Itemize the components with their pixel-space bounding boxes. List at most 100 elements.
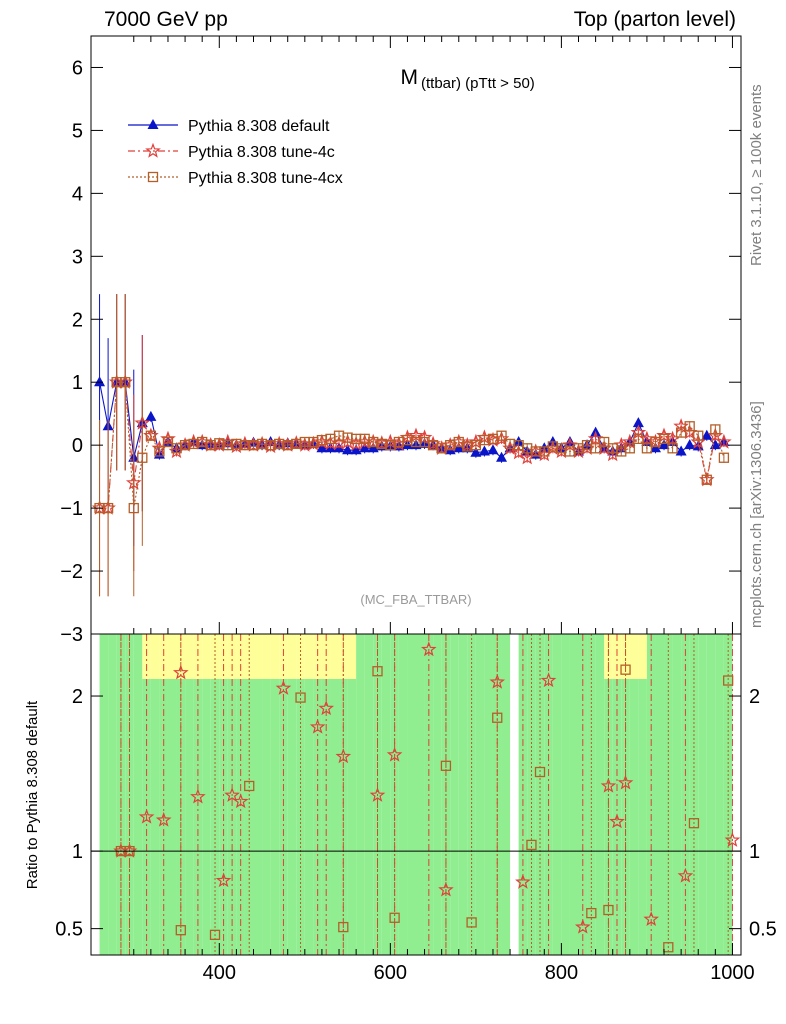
ratio-band-yellow — [296, 634, 305, 679]
ratio-band-green — [501, 634, 511, 955]
ratio-band-yellow — [621, 634, 630, 679]
y-tick-label: −2 — [60, 561, 83, 583]
ratio-point — [215, 872, 232, 888]
data-point — [658, 433, 670, 445]
ratio-band-green — [715, 634, 724, 955]
x-tick-label: 800 — [545, 962, 578, 984]
data-point — [624, 443, 635, 454]
main-series — [91, 294, 732, 597]
ratio-point — [138, 808, 155, 824]
ratio-band-yellow — [150, 634, 160, 679]
ratio-band-green — [561, 634, 570, 955]
legend-marker — [145, 142, 161, 158]
data-point — [632, 417, 644, 428]
header-process-label: Top (parton level) — [573, 8, 736, 31]
data-point — [633, 433, 644, 445]
ratio-point — [489, 673, 506, 689]
ratio-point — [617, 774, 634, 790]
ratio-band-green — [475, 634, 485, 955]
data-point — [487, 444, 499, 455]
header-energy-label: 7000 GeV pp — [104, 8, 228, 31]
ratio-series — [91, 634, 741, 955]
data-point — [162, 436, 174, 448]
ratio-band-green — [244, 679, 254, 955]
data-point — [367, 442, 379, 453]
data-point — [701, 429, 713, 440]
ratio-band-green — [398, 634, 408, 955]
ratio-band-yellow — [330, 634, 340, 679]
ratio-band-yellow — [604, 634, 613, 679]
data-point — [587, 430, 604, 446]
ratio-band-yellow — [612, 634, 622, 679]
ratio-band-green — [150, 679, 160, 955]
data-point — [718, 452, 730, 463]
ratio-band-green — [552, 634, 562, 955]
ratio-y-tick-label: 2 — [72, 686, 83, 708]
ratio-band-yellow — [270, 634, 280, 679]
ratio-point — [526, 839, 537, 851]
x-tick-label: 400 — [203, 962, 236, 984]
ratio-band-green — [407, 634, 416, 955]
y-tick-label: 3 — [72, 246, 83, 268]
data-point — [693, 430, 704, 441]
ratio-y-tick-label: 1 — [72, 841, 83, 863]
data-point — [641, 443, 653, 454]
ratio-band-green — [347, 679, 357, 955]
data-point — [716, 433, 732, 449]
mcplots-label: mcplots.cern.ch [arXiv:1306.3436] — [748, 401, 765, 628]
data-point — [154, 446, 165, 457]
ratio-point — [440, 760, 452, 771]
data-point — [137, 452, 148, 463]
ratio-point — [386, 746, 403, 762]
data-point — [667, 443, 678, 454]
ratio-point — [175, 925, 186, 936]
data-point — [590, 443, 601, 454]
y-tick-label: 5 — [72, 120, 83, 142]
data-point — [145, 430, 157, 441]
axes: −3 −2 −1 0 1 2 3 4 5 6 0.5 0.5 1 1 2 2 400 600 800 1000 — [55, 35, 777, 984]
series-line-2 — [99, 381, 725, 509]
ratio-band-green — [133, 634, 143, 955]
ratio-point — [620, 664, 631, 675]
legend-label: Pythia 8.308 tune-4cx — [188, 170, 343, 187]
ratio-band-green — [330, 679, 340, 955]
data-point — [649, 442, 661, 453]
ratio-point — [295, 692, 306, 703]
y-tick-label: 2 — [72, 309, 83, 331]
ratio-point — [372, 666, 383, 677]
data-point — [684, 439, 696, 450]
ratio-band-green — [595, 634, 605, 955]
ratio-band-yellow — [304, 634, 314, 679]
x-tick-label: 1000 — [710, 962, 755, 984]
ratio-band-yellow — [167, 634, 177, 679]
ratio-point — [338, 921, 349, 933]
ratio-band-green — [569, 634, 579, 955]
ratio-point — [190, 788, 206, 804]
ratio-frame — [90, 633, 742, 956]
ratio-point — [603, 904, 614, 916]
ratio-point — [574, 918, 591, 934]
legend-marker — [147, 119, 159, 129]
ratio-point — [244, 780, 255, 792]
plot-title: M — [401, 66, 419, 89]
ratio-y-tick-label-right: 2 — [749, 686, 760, 708]
ratio-point — [275, 680, 292, 695]
ratio-band-green — [698, 634, 707, 955]
ratio-band-yellow — [279, 634, 288, 679]
y-tick-label: 1 — [72, 372, 83, 394]
ratio-point — [643, 911, 660, 926]
data-point — [658, 439, 670, 450]
ratio-band-yellow — [176, 634, 186, 679]
ratio-band-yellow — [313, 634, 322, 679]
ratio-band-green — [99, 634, 109, 955]
ratio-point — [534, 766, 546, 778]
data-point — [120, 377, 131, 388]
legend: Pythia 8.308 default Pythia 8.308 tune-4c… — [128, 118, 343, 187]
ratio-band-yellow — [142, 634, 151, 679]
ratio-band-yellow — [185, 634, 194, 679]
ratio-point — [309, 718, 326, 734]
ratio-band-green — [262, 679, 271, 955]
ratio-band-yellow — [219, 634, 228, 679]
ratio-point — [600, 777, 617, 793]
